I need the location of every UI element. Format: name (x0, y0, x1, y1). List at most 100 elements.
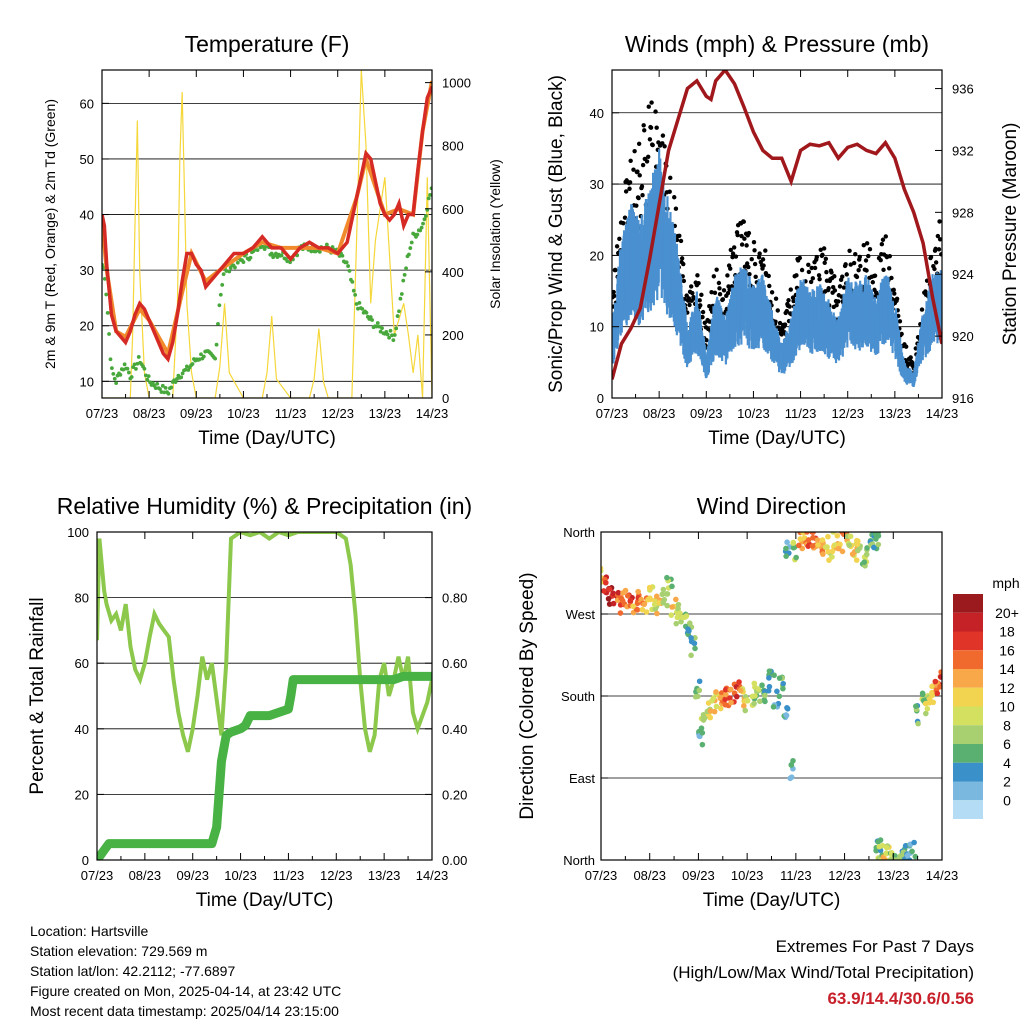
extremes-subtitle: (High/Low/Max Wind/Total Precipitation) (672, 963, 974, 982)
y2-tick-label: 932 (952, 143, 974, 158)
direction-point (630, 603, 636, 610)
direction-point (688, 652, 694, 659)
gust-point (933, 260, 939, 265)
gust-point (848, 262, 853, 267)
dewpoint-point (426, 196, 431, 201)
x-tick-label: 09/23 (682, 868, 715, 883)
x-tick-label: 08/23 (633, 868, 666, 883)
gust-point (784, 308, 790, 314)
dewpoint-point (227, 269, 232, 274)
direction-point (915, 720, 921, 727)
direction-point (615, 589, 622, 596)
dewpoint-point (220, 283, 225, 287)
dewpoint-point (423, 214, 428, 218)
dewpoint-point (380, 326, 384, 331)
direction-point (912, 853, 919, 860)
x-tick-label: 07/23 (86, 406, 119, 421)
series-precip-line (97, 671, 432, 860)
dewpoint-point (324, 242, 329, 247)
direction-point (762, 692, 768, 699)
x-tick-label: 11/23 (785, 406, 817, 421)
x-tick-label: 09/23 (180, 406, 213, 421)
gust-point (747, 272, 752, 277)
direction-point (829, 554, 835, 560)
dewpoint-point (142, 366, 147, 371)
direction-point (683, 613, 690, 619)
gust-point (687, 302, 692, 308)
direction-point (809, 543, 816, 549)
gust-point (636, 195, 641, 201)
dewpoint-point (344, 260, 349, 265)
station-elevation: Station elevation: 729.569 m (30, 943, 208, 959)
direction-point (770, 704, 777, 710)
y2-tick-label: 936 (952, 82, 974, 97)
gust-point (757, 251, 762, 256)
gust-point (746, 230, 752, 236)
dewpoint-point (374, 324, 379, 329)
direction-point (601, 574, 602, 576)
y-tick-label: 20 (590, 248, 604, 263)
dewpoint-point (190, 362, 195, 366)
station-info: Location: Hartsville Station elevation: … (30, 921, 341, 1021)
direction-point (815, 541, 821, 548)
gust-point (936, 247, 942, 252)
dewpoint-point (288, 260, 292, 265)
x-tick-label: 07/23 (596, 406, 629, 421)
dewpoint-point (357, 300, 362, 305)
gust-point (640, 162, 646, 168)
gust-point (660, 141, 665, 146)
gust-point (613, 267, 618, 273)
dewpoint-point (340, 253, 345, 258)
gust-point (782, 322, 788, 327)
series-t2m-line (102, 85, 432, 363)
gust-point (824, 269, 829, 275)
gust-point (668, 175, 673, 181)
direction-point (861, 559, 868, 565)
gust-point (628, 158, 633, 163)
direction-point (641, 601, 647, 608)
dewpoint-point (111, 372, 116, 376)
gust-point (817, 276, 822, 282)
gust-point (854, 274, 860, 280)
x-tick-label: 09/23 (176, 868, 209, 883)
direction-point (771, 672, 777, 679)
gust-point (647, 137, 653, 142)
colorbar-swatch (953, 612, 983, 632)
gust-point (809, 265, 814, 271)
y2-tick-label: 1000 (442, 76, 471, 91)
gust-point (739, 233, 744, 239)
direction-point (678, 618, 684, 625)
gust-point (891, 287, 896, 293)
gust-point (791, 298, 796, 304)
dewpoint-point (364, 310, 369, 315)
gust-point (935, 233, 941, 239)
gust-point (640, 193, 645, 198)
direction-point (654, 610, 660, 617)
y2-tick-label: 916 (952, 391, 974, 406)
gust-point (874, 291, 879, 297)
direction-point (659, 591, 666, 598)
direction-point (863, 551, 870, 558)
dewpoint-point (415, 232, 420, 237)
dewpoint-point (347, 268, 352, 273)
dewpoint-point (169, 385, 174, 390)
direction-point (627, 597, 634, 604)
direction-point (923, 710, 929, 717)
gust-point (689, 284, 694, 289)
dewpoint-point (377, 324, 382, 329)
dewpoint-point (351, 288, 356, 293)
gust-point (788, 287, 793, 292)
direction-point (736, 679, 742, 685)
colorbar-label: 18 (999, 624, 1015, 640)
series-group (97, 532, 432, 860)
direction-point (793, 554, 799, 561)
gust-point (856, 267, 861, 273)
dewpoint-point (398, 296, 403, 301)
x-tick-label: 08/23 (643, 406, 676, 421)
direction-point (924, 705, 931, 712)
direction-point (883, 844, 890, 851)
gust-point (851, 260, 857, 266)
dewpoint-point (224, 269, 229, 273)
gust-point (642, 128, 647, 133)
